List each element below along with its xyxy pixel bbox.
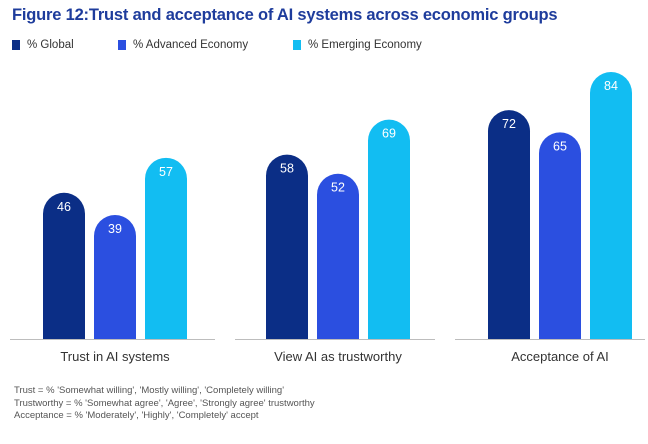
category-label-view-ai-as-trustworthy: View AI as trustworthy xyxy=(274,349,402,364)
category-label-acceptance-of-ai: Acceptance of AI xyxy=(511,349,609,364)
category-label-trust-in-ai-systems: Trust in AI systems xyxy=(60,349,170,364)
footnote-trustworthy: Trustworthy = % 'Somewhat agree', 'Agree… xyxy=(14,397,315,409)
footnote-acceptance: Acceptance = % 'Moderately', 'Highly', '… xyxy=(14,410,259,422)
bar-acceptance-of-ai-emerging-economy xyxy=(590,72,632,339)
bar-value-acceptance-of-ai-global: 72 xyxy=(502,117,516,131)
legend-label-advanced: % Advanced Economy xyxy=(133,39,249,51)
bar-value-view-ai-as-trustworthy-advanced-economy: 52 xyxy=(331,181,345,195)
legend-swatch-global xyxy=(12,40,20,50)
bar-acceptance-of-ai-advanced-economy xyxy=(539,132,581,339)
bar-view-ai-as-trustworthy-emerging-economy xyxy=(368,119,410,339)
bar-trust-in-ai-systems-advanced-economy xyxy=(94,215,136,339)
legend-swatch-emerging xyxy=(293,40,301,50)
chart-title: Figure 12:Trust and acceptance of AI sys… xyxy=(12,6,558,24)
bar-trust-in-ai-systems-global xyxy=(43,192,85,339)
legend-label-global: % Global xyxy=(27,39,74,51)
bar-value-view-ai-as-trustworthy-global: 58 xyxy=(280,162,294,176)
bar-value-acceptance-of-ai-advanced-economy: 65 xyxy=(553,139,567,153)
bar-acceptance-of-ai-global xyxy=(488,110,530,339)
bar-chart: 46 39 57 Trust in AI systems 58 52 69 View AI a… xyxy=(10,72,645,364)
bar-value-trust-in-ai-systems-emerging-economy: 57 xyxy=(159,165,173,179)
legend-label-emerging: % Emerging Economy xyxy=(308,39,422,51)
bar-value-acceptance-of-ai-emerging-economy: 84 xyxy=(604,79,618,93)
bar-view-ai-as-trustworthy-advanced-economy xyxy=(317,173,359,339)
legend-swatch-advanced xyxy=(118,40,126,50)
legend-item-emerging: % Emerging Economy xyxy=(293,39,422,51)
legend-item-global: % Global xyxy=(12,39,74,51)
bar-value-trust-in-ai-systems-advanced-economy: 39 xyxy=(108,222,122,236)
legend-item-advanced: % Advanced Economy xyxy=(118,39,248,51)
bar-value-view-ai-as-trustworthy-emerging-economy: 69 xyxy=(382,127,396,141)
bar-trust-in-ai-systems-emerging-economy xyxy=(145,157,187,339)
footnotes: Trust = % 'Somewhat willing', 'Mostly wi… xyxy=(14,385,315,423)
bar-value-trust-in-ai-systems-global: 46 xyxy=(57,200,71,214)
bar-view-ai-as-trustworthy-global xyxy=(266,154,308,339)
footnote-trust: Trust = % 'Somewhat willing', 'Mostly wi… xyxy=(14,385,285,396)
